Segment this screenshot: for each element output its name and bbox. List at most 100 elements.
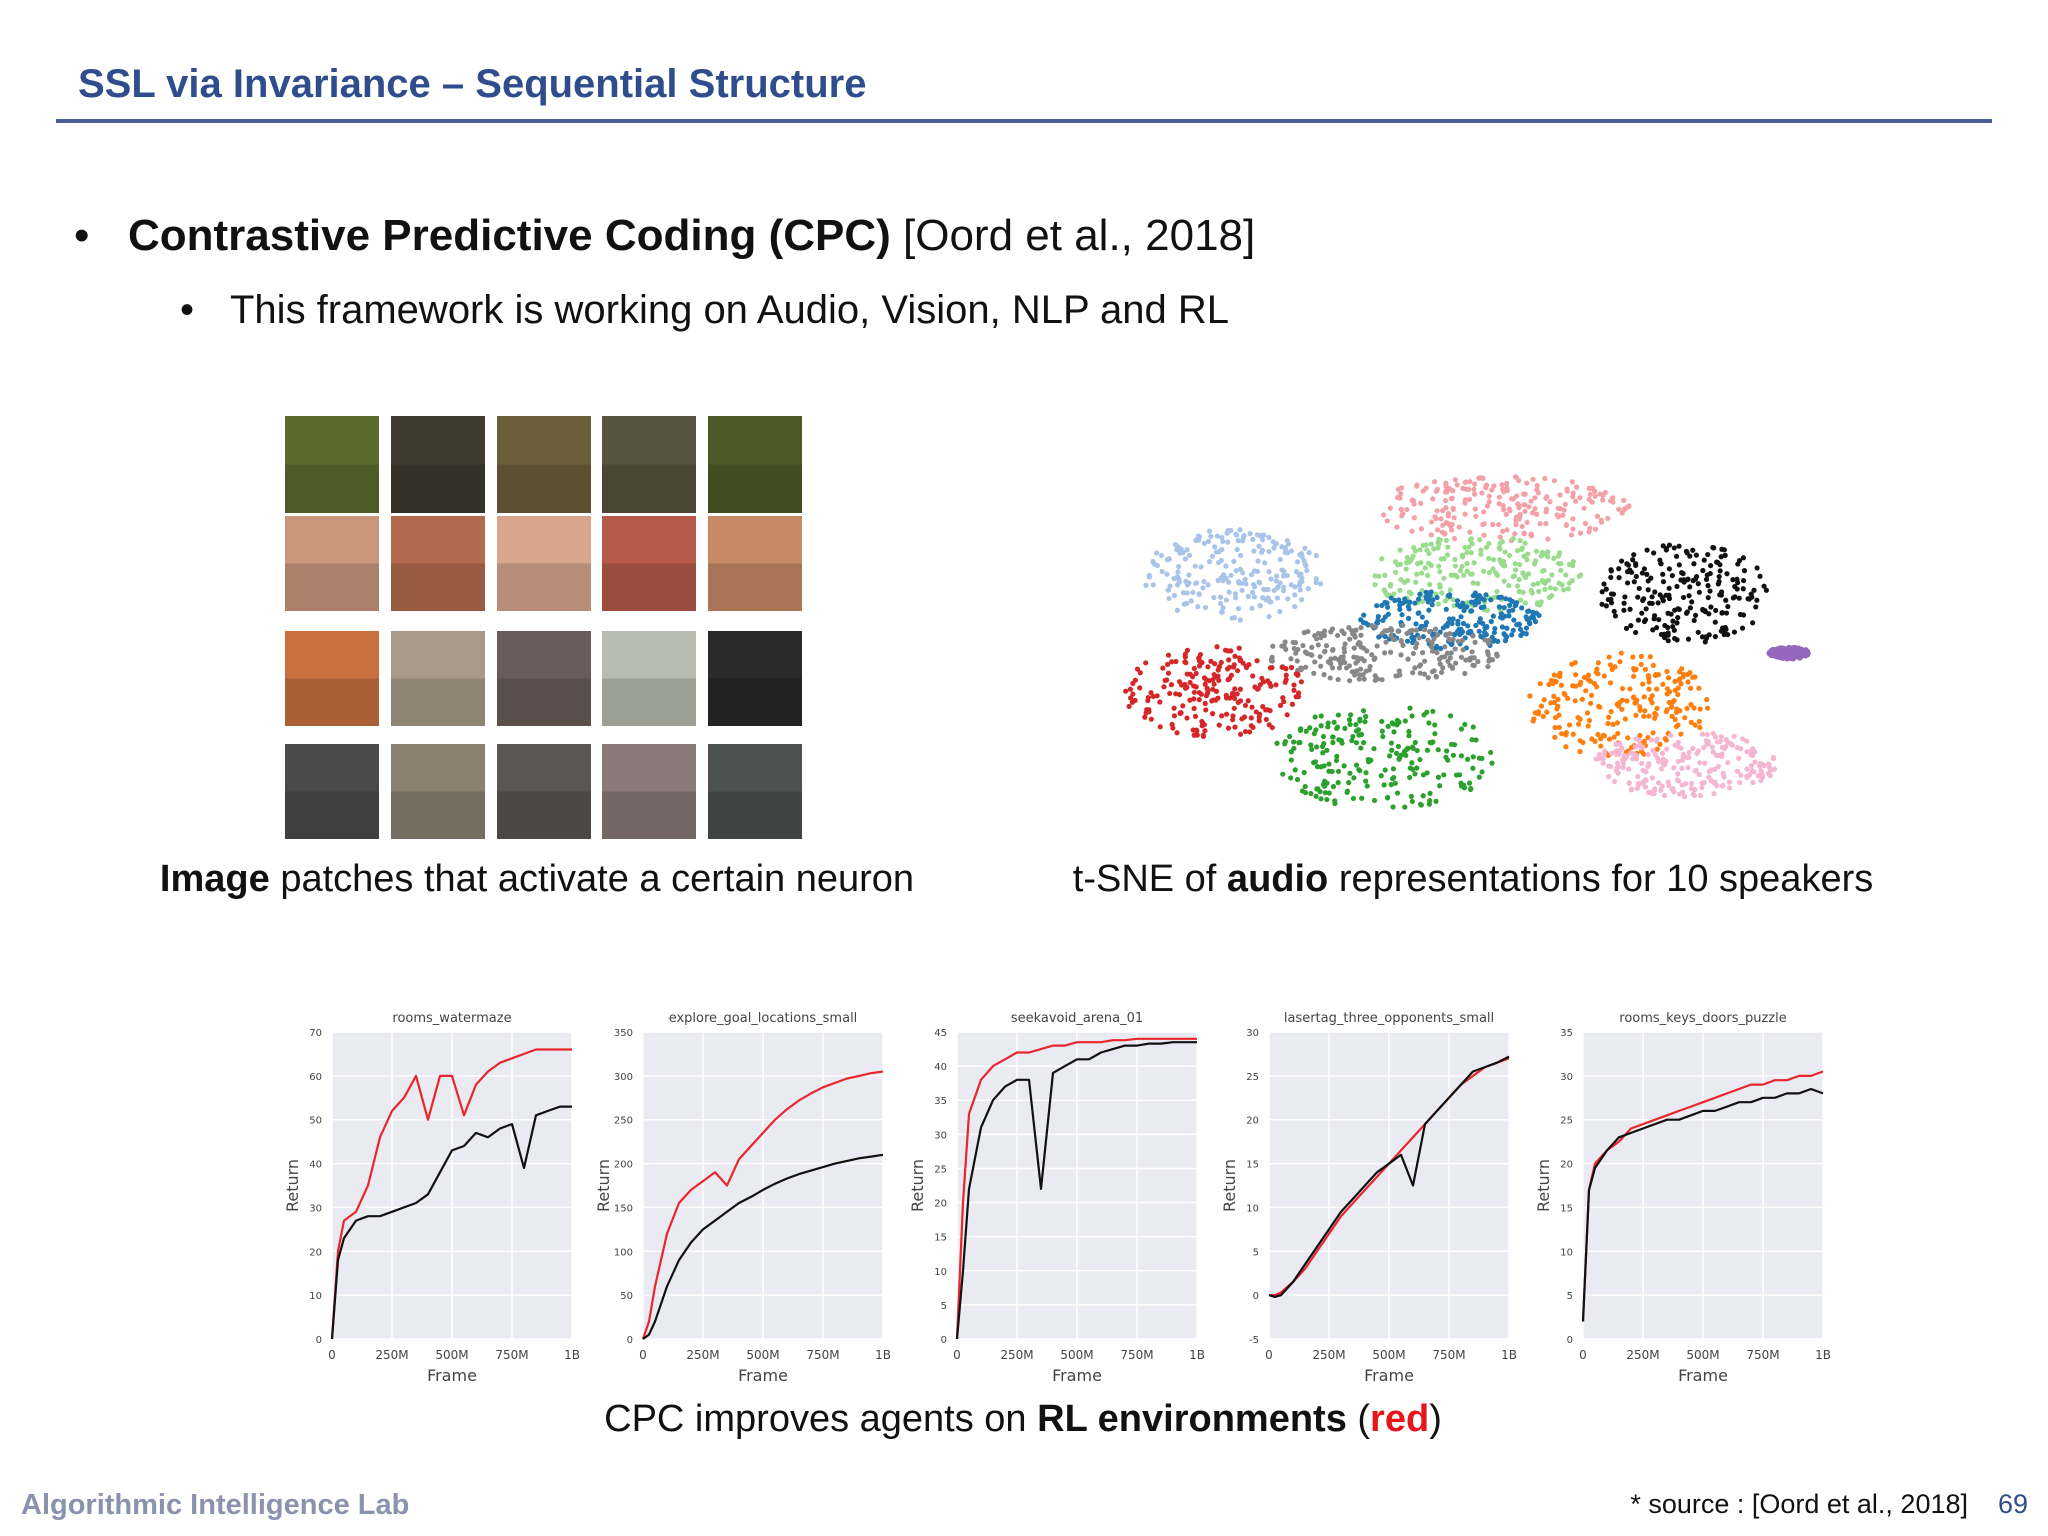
tsne-dot [1750, 779, 1756, 786]
tsne-dot [1364, 783, 1370, 789]
tsne-dot [1645, 751, 1651, 758]
tsne-dot [1358, 666, 1364, 672]
tsne-dot [1502, 549, 1508, 555]
tsne-dot [1719, 751, 1725, 757]
tsne-dot [1235, 605, 1242, 612]
tsne-dot [1205, 664, 1211, 670]
tsne-dot [1307, 725, 1313, 731]
tsne-dot [1212, 661, 1218, 667]
tsne-dot [1719, 610, 1725, 616]
tsne-dot [1232, 591, 1238, 597]
tsne-dot [1433, 515, 1439, 522]
x-axis-label: Frame [1364, 1366, 1414, 1385]
tsne-dot [1206, 559, 1213, 565]
tsne-dot [1162, 677, 1168, 684]
tsne-dot [1578, 679, 1584, 685]
tsne-dot [1682, 715, 1688, 721]
tsne-dot [1472, 639, 1478, 645]
tsne-dot [1157, 724, 1163, 730]
tsne-dot [1577, 495, 1583, 501]
tsne-dot [1748, 763, 1755, 769]
tsne-dot [1465, 623, 1471, 629]
tsne-dot [1541, 567, 1547, 573]
tsne-dot [1630, 756, 1636, 762]
tsne-dot [1180, 703, 1186, 709]
tsne-dot [1341, 649, 1348, 655]
tsne-dot [1242, 576, 1248, 582]
tsne-dot [1216, 677, 1222, 684]
tsne-dot [1389, 720, 1395, 726]
tsne-dot [1480, 521, 1486, 528]
tsne-dot [1770, 754, 1777, 761]
tsne-dot [1661, 792, 1668, 799]
tsne-dot [1431, 636, 1437, 642]
tsne-dot [1205, 538, 1212, 544]
tsne-dot [1381, 587, 1387, 593]
tsne-dot [1266, 722, 1272, 728]
tsne-dot [1352, 634, 1358, 640]
tsne-dot [1169, 659, 1175, 665]
tsne-dot [1421, 712, 1427, 718]
tsne-dot [1561, 507, 1567, 513]
tsne-dot [1447, 631, 1453, 637]
tsne-dot [1447, 713, 1454, 719]
tsne-dot [1193, 580, 1199, 587]
series-line [955, 1037, 1197, 1340]
tsne-dot [1578, 572, 1584, 578]
tsne-dot [1267, 599, 1273, 605]
tsne-dot [1589, 499, 1595, 505]
tsne-dot [1260, 704, 1266, 710]
tsne-dot [1525, 551, 1531, 557]
tsne-dot [1216, 549, 1222, 555]
tsne-dot [1325, 659, 1331, 665]
tsne-dot [1297, 587, 1303, 593]
y-tick-label: 30 [1560, 1072, 1573, 1083]
tsne-dot [1281, 568, 1287, 574]
tsne-dot [1614, 720, 1620, 726]
tsne-dot [1477, 537, 1483, 543]
tsne-dot [1303, 728, 1309, 734]
tsne-dot [1395, 673, 1401, 679]
tsne-dot [1203, 707, 1209, 713]
tsne-dot [1391, 774, 1397, 781]
tsne-dot [1635, 774, 1641, 780]
tsne-dot [1390, 804, 1396, 810]
tsne-dot [1234, 546, 1240, 553]
tsne-dot [1483, 483, 1489, 489]
tsne-dot [1177, 691, 1183, 698]
tsne-dot [1393, 750, 1400, 756]
image-patch [391, 516, 485, 611]
tsne-dot [1443, 631, 1449, 638]
tsne-dot [1291, 739, 1297, 745]
tsne-dot [1297, 739, 1303, 746]
tsne-dot [1613, 741, 1619, 748]
tsne-dot [1630, 557, 1636, 563]
tsne-dot [1379, 728, 1385, 734]
tsne-dot [1621, 600, 1627, 606]
tsne-dot [1218, 659, 1224, 666]
tsne-dot [1684, 609, 1690, 615]
tsne-dot [1430, 708, 1436, 714]
tsne-dot [1150, 582, 1156, 588]
x-tick-label: 750M [495, 1348, 528, 1362]
tsne-dot [1619, 685, 1626, 692]
tsne-dot [1192, 563, 1198, 569]
tsne-dot [1723, 597, 1729, 603]
tsne-dot [1612, 613, 1619, 619]
tsne-dot [1220, 538, 1226, 545]
tsne-dot [1385, 604, 1391, 610]
tsne-dot [1329, 647, 1336, 653]
x-tick-label: 0 [1265, 1348, 1273, 1362]
tsne-dot [1560, 512, 1566, 518]
tsne-dot [1312, 759, 1319, 765]
tsne-dot [1686, 754, 1692, 760]
caption: CPC improves agents on RL environments (… [604, 1400, 1442, 1438]
tsne-dot [1601, 581, 1607, 587]
tsne-dot [1237, 527, 1243, 533]
tsne-dot [1731, 629, 1738, 635]
tsne-dot [1701, 745, 1707, 751]
tsne-dot [1734, 744, 1740, 751]
tsne-dot [1626, 780, 1632, 786]
tsne-dot [1535, 580, 1541, 586]
tsne-dot [1450, 636, 1456, 643]
